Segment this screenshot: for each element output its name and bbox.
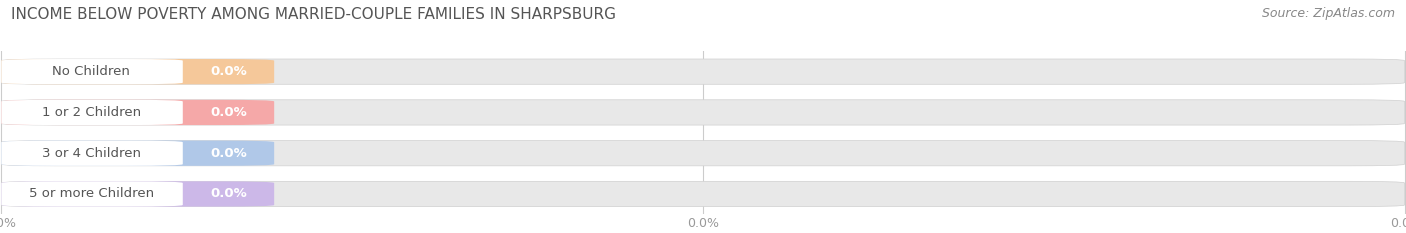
FancyBboxPatch shape bbox=[1, 140, 274, 166]
Text: 1 or 2 Children: 1 or 2 Children bbox=[42, 106, 141, 119]
FancyBboxPatch shape bbox=[1, 100, 274, 125]
FancyBboxPatch shape bbox=[1, 59, 1405, 84]
FancyBboxPatch shape bbox=[1, 100, 183, 125]
FancyBboxPatch shape bbox=[1, 181, 1405, 207]
FancyBboxPatch shape bbox=[1, 140, 1405, 166]
FancyBboxPatch shape bbox=[1, 181, 274, 207]
Text: INCOME BELOW POVERTY AMONG MARRIED-COUPLE FAMILIES IN SHARPSBURG: INCOME BELOW POVERTY AMONG MARRIED-COUPL… bbox=[11, 7, 616, 22]
FancyBboxPatch shape bbox=[1, 59, 183, 84]
Text: 0.0%: 0.0% bbox=[209, 188, 247, 200]
Text: 0.0%: 0.0% bbox=[209, 65, 247, 78]
Text: Source: ZipAtlas.com: Source: ZipAtlas.com bbox=[1261, 7, 1395, 20]
Text: No Children: No Children bbox=[52, 65, 131, 78]
FancyBboxPatch shape bbox=[1, 140, 183, 166]
FancyBboxPatch shape bbox=[1, 181, 183, 207]
Text: 5 or more Children: 5 or more Children bbox=[30, 188, 153, 200]
FancyBboxPatch shape bbox=[1, 100, 1405, 125]
Text: 3 or 4 Children: 3 or 4 Children bbox=[42, 147, 141, 160]
Text: 0.0%: 0.0% bbox=[209, 106, 247, 119]
FancyBboxPatch shape bbox=[1, 59, 274, 84]
Text: 0.0%: 0.0% bbox=[209, 147, 247, 160]
